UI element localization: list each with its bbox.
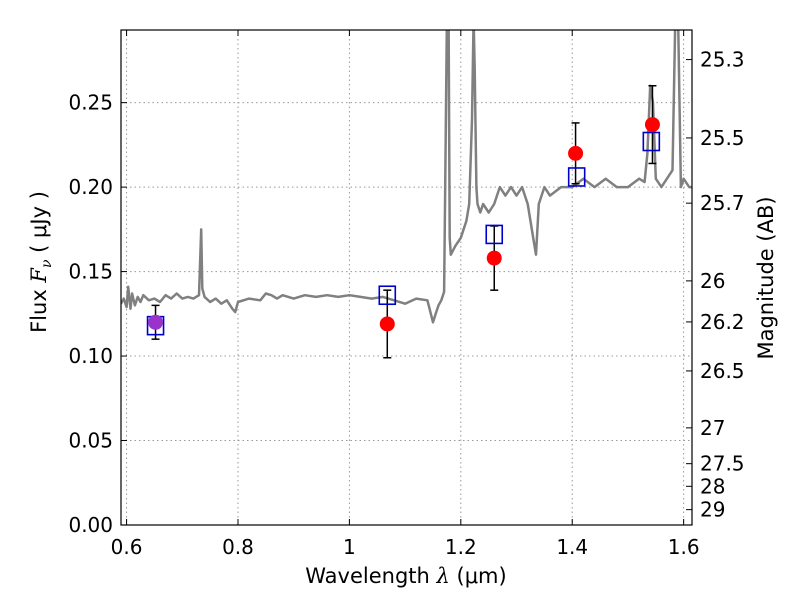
mag-tick-label: 27	[700, 416, 725, 440]
x-tick-label: 0.6	[111, 535, 143, 559]
x-axis-symbol: λ	[436, 564, 450, 588]
x-tick-label: 1.6	[668, 535, 700, 559]
x-axis-title: Wavelength λ (μm)	[305, 564, 506, 588]
mag-tick-label: 26.5	[700, 359, 745, 383]
mag-tick-label: 25.3	[700, 48, 745, 72]
mag-tick-label: 25.7	[700, 191, 745, 215]
model-point	[567, 167, 586, 187]
y-tick-label: 0.00	[68, 513, 113, 537]
model-point	[378, 285, 397, 306]
mag-tick-label: 29	[700, 498, 725, 522]
mag-tick-label: 26.2	[700, 310, 745, 334]
observed-point	[486, 250, 502, 266]
plot-frame	[120, 29, 693, 526]
observed-point	[568, 145, 584, 161]
observed-point	[644, 117, 660, 133]
axis-ticks: 0.6 0.8 1 1.2 1.4 1.6 0.00 0.05 0.10 0.15 0.20 0.25…	[68, 30, 745, 559]
mag-tick-label: 25.5	[700, 126, 745, 150]
x-tick-label: 1	[343, 535, 356, 559]
y-axis-title: Flux Fν ( μJy )	[27, 191, 55, 333]
y-tick-label: 0.15	[68, 260, 113, 284]
y-axis-symbol: F	[27, 267, 51, 284]
y-tick-label: 0.20	[68, 175, 113, 199]
error-bars	[151, 85, 657, 359]
x-tick-label: 0.8	[222, 535, 254, 559]
x-tick-label: 1.4	[556, 535, 588, 559]
observed-point	[148, 314, 164, 330]
y-axis-subscript: ν	[39, 259, 55, 268]
model-point	[485, 224, 504, 245]
mag-tick-label: 27.5	[700, 452, 745, 476]
model-point	[642, 131, 661, 152]
x-tick-label: 1.2	[445, 535, 477, 559]
data-points	[146, 117, 661, 336]
y-tick-label: 0.05	[68, 429, 113, 453]
right-axis-title: Magnitude (AB)	[754, 196, 778, 359]
mag-tick-label: 26	[700, 269, 725, 293]
spectrum-series	[121, 30, 692, 324]
y-tick-label: 0.25	[68, 91, 113, 115]
spectrum-line	[121, 30, 692, 324]
observed-point	[379, 316, 395, 332]
mag-tick-label: 28	[700, 474, 725, 498]
y-tick-label: 0.10	[68, 344, 113, 368]
grid	[121, 30, 692, 526]
